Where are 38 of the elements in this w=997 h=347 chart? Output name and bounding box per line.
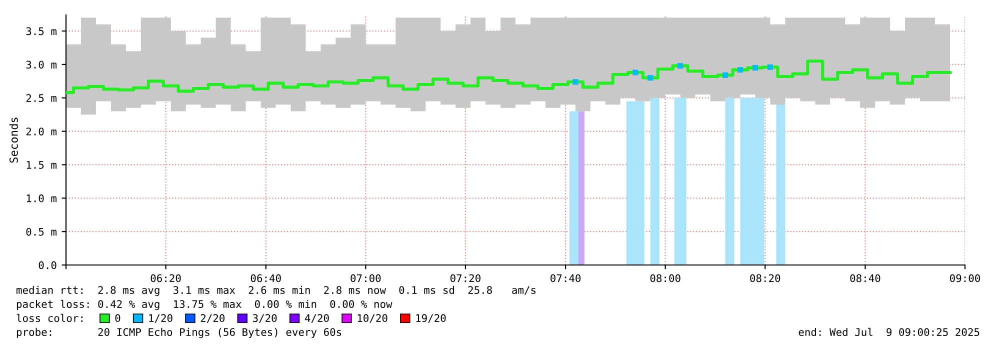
legend-label: 2/20 xyxy=(200,314,225,323)
x-tick-label: 06:20 xyxy=(150,274,181,282)
y-tick-label: 2.5 m xyxy=(26,94,56,102)
x-tick-label: 07:40 xyxy=(550,274,581,282)
text: probe: 20 ICMP Echo Pings (56 Bytes) every 60s xyxy=(16,328,342,338)
y-tick-label: 0.5 m xyxy=(26,228,56,236)
point xyxy=(648,75,654,81)
point xyxy=(632,70,638,76)
x-tick-label: 08:00 xyxy=(650,274,680,282)
point xyxy=(752,65,758,71)
text: end: Wed Jul 9 09:00:25 2025 xyxy=(798,328,980,336)
point xyxy=(722,72,728,78)
y-tick-label: 2.0 m xyxy=(26,128,56,136)
x-tick-label: 08:40 xyxy=(850,274,880,282)
y-tick-label: 1.0 m xyxy=(26,194,56,202)
legend-label: 19/20 xyxy=(416,314,446,323)
point xyxy=(737,67,744,73)
y-tick-label: 3.0 m xyxy=(26,60,56,69)
legend-label: 1/20 xyxy=(149,314,172,323)
legend-label: 4/20 xyxy=(304,314,329,323)
x-tick-label: 09:00 xyxy=(950,274,980,282)
text: packet loss: 0.42 % avg 13.75 % max 0.00 % min 0.00 % now xyxy=(16,300,392,310)
x-tick-label: 07:20 xyxy=(450,274,480,282)
x-tick-label: 06:40 xyxy=(250,274,281,282)
legend-label: 3/20 xyxy=(252,314,277,323)
legend-label: 10/20 xyxy=(358,314,388,323)
legend-label: 0 xyxy=(115,314,120,322)
x-tick-label: 07:00 xyxy=(350,274,381,282)
legend-title: loss color: xyxy=(16,314,82,322)
point xyxy=(678,63,684,69)
point xyxy=(572,79,578,85)
y-tick-label: 1.5 m xyxy=(26,161,56,169)
y-axis-title: Seconds xyxy=(9,118,18,163)
y-tick-label: 0.0 xyxy=(38,261,56,270)
point xyxy=(767,64,773,70)
text: median rtt: 2.8 ms avg 3.1 ms max 2.6 ms min 2.8 ms now 0.1 ms sd 25.8 am/s xyxy=(16,286,536,296)
y-tick-label: 3.5 m xyxy=(26,27,56,36)
x-tick-label: 08:20 xyxy=(750,274,780,282)
